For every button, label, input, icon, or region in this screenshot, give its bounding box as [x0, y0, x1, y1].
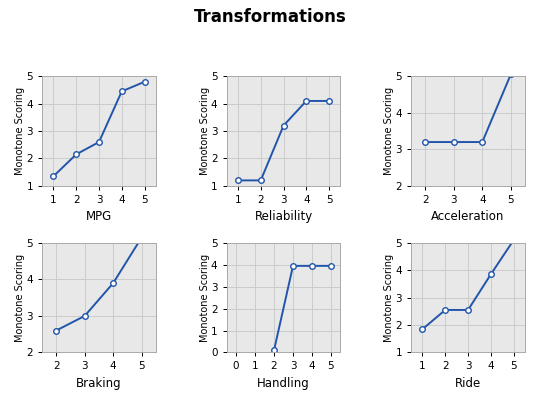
X-axis label: Reliability: Reliability [254, 211, 313, 224]
X-axis label: MPG: MPG [86, 211, 112, 224]
Y-axis label: Monotone Scoring: Monotone Scoring [199, 87, 210, 175]
Y-axis label: Monotone Scoring: Monotone Scoring [15, 87, 25, 175]
X-axis label: Ride: Ride [455, 377, 481, 390]
X-axis label: Braking: Braking [76, 377, 122, 390]
X-axis label: Acceleration: Acceleration [431, 211, 505, 224]
Y-axis label: Monotone Scoring: Monotone Scoring [199, 254, 210, 342]
Text: Transformations: Transformations [194, 8, 346, 26]
Y-axis label: Monotone Scoring: Monotone Scoring [384, 87, 394, 175]
Y-axis label: Monotone Scoring: Monotone Scoring [15, 254, 25, 342]
Y-axis label: Monotone Scoring: Monotone Scoring [384, 254, 394, 342]
X-axis label: Handling: Handling [257, 377, 310, 390]
